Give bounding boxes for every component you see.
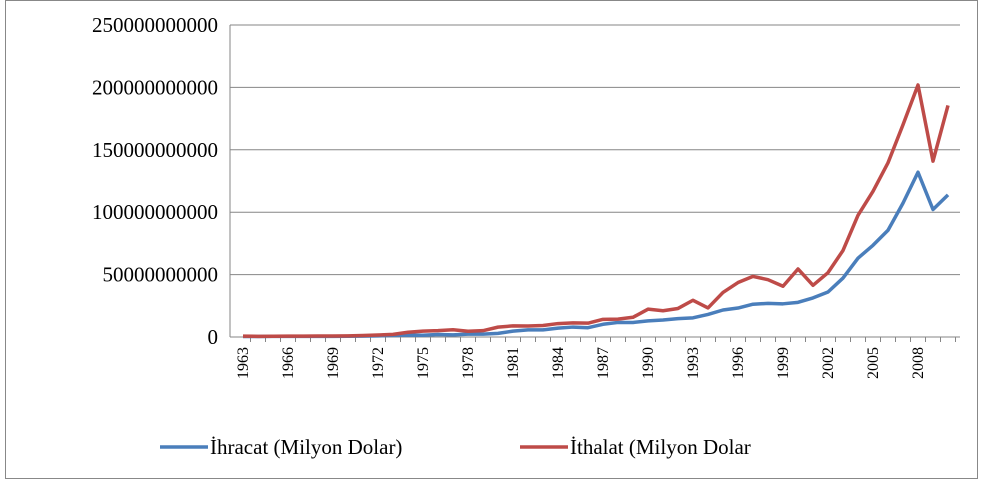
y-tick-label: 200000000000 xyxy=(92,75,218,99)
x-tick-label: 1993 xyxy=(685,347,702,379)
x-tick-label: 1999 xyxy=(775,347,792,379)
y-tick-label: 150000000000 xyxy=(92,138,218,162)
x-tick-label: 1975 xyxy=(415,347,432,379)
y-tick-label: 100000000000 xyxy=(92,200,218,224)
x-tick-label: 1966 xyxy=(280,347,297,379)
chart-border xyxy=(5,0,978,479)
x-tick-label: 1984 xyxy=(550,347,567,379)
x-tick-label: 2008 xyxy=(910,347,927,379)
x-tick-label: 1978 xyxy=(460,347,477,379)
y-tick-label: 50000000000 xyxy=(103,263,219,287)
series-line xyxy=(242,83,950,339)
x-tick-label: 1990 xyxy=(640,347,657,379)
x-tick-label: 1969 xyxy=(325,347,342,379)
x-tick-label: 1981 xyxy=(505,347,522,379)
x-tick-label: 2002 xyxy=(820,347,837,379)
y-tick-label: 250000000000 xyxy=(92,13,218,37)
x-tick-label: 1987 xyxy=(595,347,612,379)
x-tick-label: 1996 xyxy=(730,347,747,379)
x-tick-label: 1972 xyxy=(370,347,387,379)
legend-label: İthalat (Milyon Dolar xyxy=(570,435,751,459)
legend-label: İhracat (Milyon Dolar) xyxy=(210,435,402,459)
x-tick-label: 1963 xyxy=(235,347,252,379)
y-tick-label: 0 xyxy=(208,325,219,349)
x-tick-label: 2005 xyxy=(865,347,882,379)
